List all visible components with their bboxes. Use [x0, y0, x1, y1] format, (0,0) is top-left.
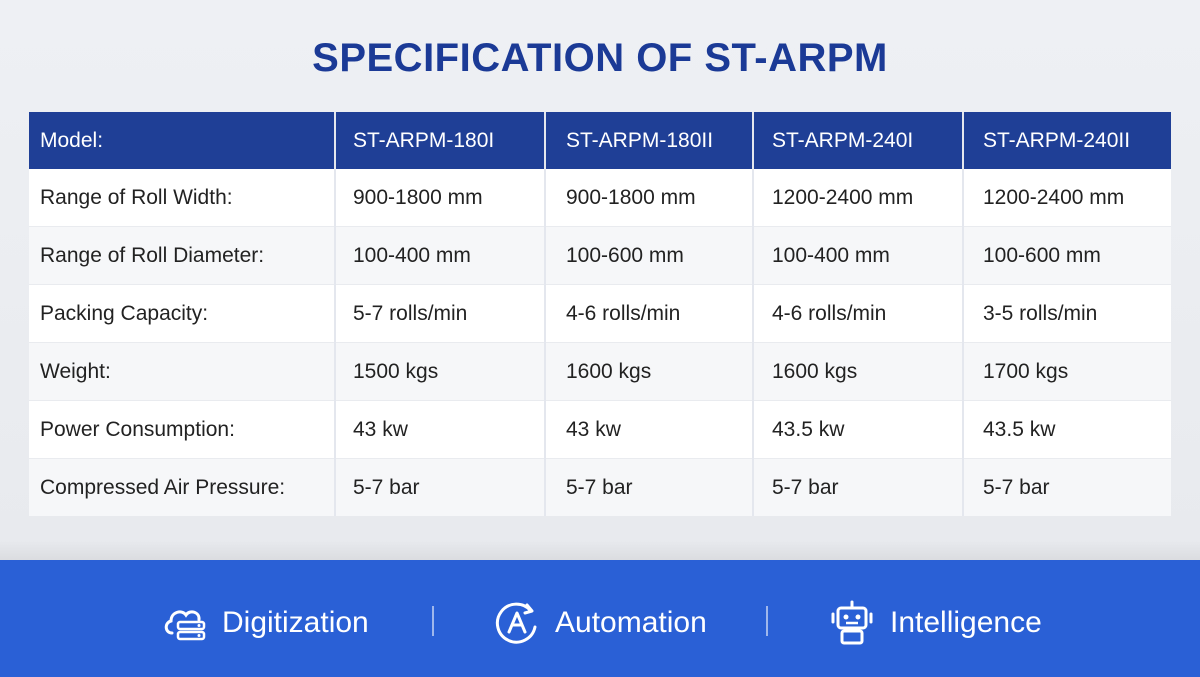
- robot-icon: [831, 600, 873, 645]
- table-cell: 1600 kgs: [772, 359, 858, 383]
- table-row: Weight: 1500 kgs 1600 kgs 1600 kgs 1700 …: [29, 343, 1171, 400]
- table-cell: 1500 kgs: [353, 359, 439, 383]
- table-cell: 4-6 rolls/min: [566, 301, 681, 325]
- feature-label: Intelligence: [890, 606, 1042, 639]
- row-label: Range of Roll Diameter:: [40, 243, 265, 267]
- bar-shadow: [0, 540, 1200, 560]
- table-cell: 1200-2400 mm: [983, 185, 1125, 209]
- feature-intelligence: Intelligence: [828, 590, 1042, 656]
- row-divider: [29, 458, 1171, 459]
- feature-digitization: Digitization: [162, 590, 369, 656]
- column-divider: [544, 112, 546, 516]
- feature-label: Digitization: [222, 606, 369, 639]
- table-cell: 5-7 bar: [772, 475, 839, 499]
- cloud-server-icon: [164, 610, 206, 641]
- table-row: Compressed Air Pressure: 5-7 bar 5-7 bar…: [29, 459, 1171, 516]
- table-cell: 100-600 mm: [983, 243, 1101, 267]
- table-cell: 43.5 kw: [772, 417, 845, 441]
- header-cell-model: Model:: [40, 128, 104, 152]
- header-cell: ST-ARPM-240I: [772, 128, 914, 152]
- table-row: Range of Roll Diameter: 100-400 mm 100-6…: [29, 227, 1171, 284]
- spec-table: Model: ST-ARPM-180I ST-ARPM-180II ST-ARP…: [29, 112, 1171, 516]
- header-cell: ST-ARPM-180II: [566, 128, 714, 152]
- row-divider: [29, 400, 1171, 401]
- row-label: Weight:: [40, 359, 111, 383]
- table-cell: 5-7 bar: [566, 475, 633, 499]
- row-divider: [29, 284, 1171, 285]
- table-cell: 5-7 bar: [983, 475, 1050, 499]
- header-cell: ST-ARPM-180I: [353, 128, 495, 152]
- table-cell: 43 kw: [353, 417, 408, 441]
- table-cell: 43 kw: [566, 417, 621, 441]
- feature-divider: [766, 606, 768, 636]
- table-cell: 1700 kgs: [983, 359, 1069, 383]
- table-row: Range of Roll Width: 900-1800 mm 900-180…: [29, 169, 1171, 226]
- row-divider: [29, 342, 1171, 343]
- table-cell: 5-7 rolls/min: [353, 301, 468, 325]
- row-label: Range of Roll Width:: [40, 185, 233, 209]
- table-cell: 900-1800 mm: [566, 185, 696, 209]
- table-cell: 100-600 mm: [566, 243, 684, 267]
- table-cell: 100-400 mm: [353, 243, 471, 267]
- row-label: Packing Capacity:: [40, 301, 209, 325]
- table-row: Packing Capacity: 5-7 rolls/min 4-6 roll…: [29, 285, 1171, 342]
- table-cell: 43.5 kw: [983, 417, 1056, 441]
- column-divider: [752, 112, 754, 516]
- row-label: Power Consumption:: [40, 417, 235, 441]
- column-divider: [962, 112, 964, 516]
- table-cell: 4-6 rolls/min: [772, 301, 887, 325]
- header-cell: ST-ARPM-240II: [983, 128, 1131, 152]
- page-title: SPECIFICATION OF ST-ARPM: [312, 36, 888, 80]
- table-cell: 100-400 mm: [772, 243, 890, 267]
- automation-a-icon: [495, 602, 537, 644]
- table-header-row: Model: ST-ARPM-180I ST-ARPM-180II ST-ARP…: [29, 112, 1171, 169]
- feature-divider: [432, 606, 434, 636]
- table-cell: 5-7 bar: [353, 475, 420, 499]
- table-row: Power Consumption: 43 kw 43 kw 43.5 kw 4…: [29, 401, 1171, 458]
- table-cell: 900-1800 mm: [353, 185, 483, 209]
- table-cell: 3-5 rolls/min: [983, 301, 1098, 325]
- table-cell: 1200-2400 mm: [772, 185, 914, 209]
- column-divider: [334, 112, 336, 516]
- row-divider: [29, 226, 1171, 227]
- table-cell: 1600 kgs: [566, 359, 652, 383]
- row-label: Compressed Air Pressure:: [40, 475, 286, 499]
- feature-automation: Automation: [493, 590, 707, 656]
- feature-label: Automation: [555, 606, 707, 639]
